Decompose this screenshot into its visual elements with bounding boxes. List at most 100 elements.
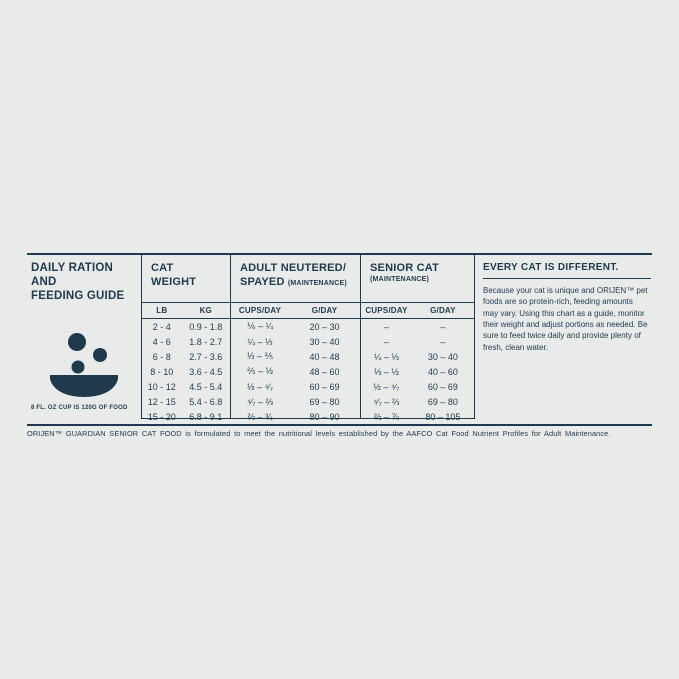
senior-maintenance-label: (MAINTENANCE) <box>370 275 429 283</box>
adult-heading-line1: ADULT NEUTERED/ <box>240 262 347 274</box>
guide-title: DAILY RATION AND FEEDING GUIDE <box>27 255 141 303</box>
cups-cell: ⅖ – ½ <box>246 366 274 376</box>
table-row: ⁴⁄₇ – ⅔ 69 – 80 <box>231 394 360 409</box>
maintenance-label: (MAINTENANCE) <box>287 279 347 287</box>
table-row: 15 - 20 6.8 - 9.1 <box>142 409 230 424</box>
senior-subheader-row: CUPS/DAY G/DAY <box>361 302 474 319</box>
cups-cell: ⅙ – ¼ <box>246 321 274 331</box>
table-row: ½ – ⁴⁄₇ 60 – 69 <box>361 379 474 394</box>
daily-ration-panel: DAILY RATION AND FEEDING GUIDE 8 FL. OZ … <box>27 255 141 419</box>
weight-rows: 2 - 4 0.9 - 1.8 4 - 6 1.8 - 2.7 6 - 8 2.7 -… <box>142 319 230 424</box>
grams-cell: 30 – 40 <box>309 336 340 347</box>
cups-cell: ½ – ⁴⁄₇ <box>373 381 400 392</box>
table-row: ⅙ – ¼ 20 – 30 <box>231 319 360 334</box>
kg-column-header: KG <box>199 306 212 315</box>
table-row: 10 - 12 4.5 - 5.4 <box>142 379 230 394</box>
cups-per-day-header: CUPS/DAY <box>365 306 408 315</box>
info-heading: EVERY CAT IS DIFFERENT. <box>483 262 619 273</box>
cups-cell: ⁴⁄₇ – ⅔ <box>373 396 400 407</box>
lb-cell: 10 - 12 <box>147 381 176 392</box>
grams-per-day-header: G/DAY <box>430 306 456 315</box>
lb-cell: 15 - 20 <box>147 411 176 422</box>
table-row: – – <box>361 319 474 334</box>
adult-heading: ADULT NEUTERED/ SPAYED (MAINTENANCE) <box>231 255 360 302</box>
table-row: ⅓ – ½ 40 – 60 <box>361 364 474 379</box>
cat-weight-heading-line1: CAT <box>151 262 174 274</box>
table-row: ⅔ – ⅞ 80 – 105 <box>361 409 474 424</box>
grams-cell: 80 – 90 <box>309 411 340 422</box>
guide-title-line1: DAILY RATION AND <box>31 262 114 288</box>
kg-cell: 5.4 - 6.8 <box>189 396 223 407</box>
weight-subheader-row: LB KG <box>142 302 230 319</box>
cups-cell: ⅓ – ⅖ <box>246 351 274 361</box>
kg-cell: 0.9 - 1.8 <box>189 321 223 332</box>
table-row: 6 - 8 2.7 - 3.6 <box>142 349 230 364</box>
table-row: ¼ – ⅓ 30 – 40 <box>361 349 474 364</box>
table-row: – – <box>361 334 474 349</box>
senior-heading-line1: SENIOR CAT <box>370 262 440 274</box>
lb-cell: 12 - 15 <box>147 396 176 407</box>
grams-cell: 69 – 80 <box>427 396 458 407</box>
table-row: ⅓ – ⅖ 40 – 48 <box>231 349 360 364</box>
cups-cell: – <box>383 321 389 332</box>
grams-cell: 60 – 69 <box>309 381 340 392</box>
senior-cat-column: SENIOR CAT (MAINTENANCE) CUPS/DAY G/DAY … <box>360 255 475 422</box>
footer-divider <box>27 424 652 426</box>
bowl-shape <box>50 375 118 398</box>
aafco-statement: ORIJEN™ GUARDIAN SENIOR CAT FOOD is form… <box>27 429 611 438</box>
lb-cell: 8 - 10 <box>150 366 174 377</box>
adult-heading-line2-main: SPAYED <box>240 275 285 288</box>
kg-cell: 4.5 - 5.4 <box>189 381 223 392</box>
table-row: ½ – ⁴⁄₇ 60 – 69 <box>231 379 360 394</box>
cat-weight-heading: CAT WEIGHT <box>142 255 230 302</box>
cups-cell: ½ – ⁴⁄₇ <box>247 381 274 392</box>
cups-per-day-header: CUPS/DAY <box>238 306 282 315</box>
info-panel: EVERY CAT IS DIFFERENT. Because your cat… <box>475 255 652 419</box>
guide-title-line2: FEEDING GUIDE <box>31 289 125 302</box>
kibble-dot-icon <box>93 348 107 363</box>
cup-measure-note: 8 FL. OZ CUP IS 120G OF FOOD <box>31 405 128 412</box>
grams-per-day-header: G/DAY <box>311 306 338 315</box>
lb-column-header: LB <box>156 306 168 315</box>
table-row: 12 - 15 5.4 - 6.8 <box>142 394 230 409</box>
grams-cell: – <box>440 336 446 347</box>
lb-cell: 4 - 6 <box>152 336 171 347</box>
cups-cell: ⅓ – ½ <box>373 366 399 377</box>
table-row: ¼ – ⅓ 30 – 40 <box>231 334 360 349</box>
senior-heading: SENIOR CAT (MAINTENANCE) <box>361 255 474 302</box>
adult-rows: ⅙ – ¼ 20 – 30 ¼ – ⅓ 30 – 40 ⅓ – ⅖ 40 – 48 ⅖… <box>231 319 360 424</box>
lb-cell: 2 - 4 <box>152 321 171 332</box>
grams-cell: – <box>440 321 446 332</box>
lb-cell: 6 - 8 <box>152 351 171 362</box>
cat-weight-column: CAT WEIGHT LB KG 2 - 4 0.9 - 1.8 4 - 6 1.8… <box>141 255 230 422</box>
cups-cell: ¼ – ⅓ <box>373 351 399 362</box>
table-row: 8 - 10 3.6 - 4.5 <box>142 364 230 379</box>
senior-rows: – – – – ¼ – ⅓ 30 – 40 ⅓ – ½ 40 – 60 ½ – ⁴⁄₇ 6… <box>361 319 474 424</box>
info-body: Because your cat is unique and ORIJEN™ p… <box>483 286 648 352</box>
kg-cell: 2.7 - 3.6 <box>189 351 223 362</box>
kg-cell: 6.8 - 9.1 <box>189 411 223 422</box>
table-row: 4 - 6 1.8 - 2.7 <box>142 334 230 349</box>
grams-cell: 40 – 60 <box>427 366 458 377</box>
grams-cell: 40 – 48 <box>309 351 340 362</box>
kibble-dot-icon <box>68 333 86 352</box>
cat-weight-heading-line2: WEIGHT <box>151 275 197 288</box>
grams-cell: 60 – 69 <box>427 381 458 392</box>
adult-heading-line2: SPAYED (MAINTENANCE) <box>240 276 360 290</box>
cups-cell: ⅔ – ⅞ <box>373 411 399 422</box>
table-row: ⅔ – ¾ 80 – 90 <box>231 409 360 424</box>
table-row: ⁴⁄₇ – ⅔ 69 – 80 <box>361 394 474 409</box>
table-row: 2 - 4 0.9 - 1.8 <box>142 319 230 334</box>
cups-cell: – <box>383 336 389 347</box>
grams-cell: 69 – 80 <box>309 396 340 407</box>
kg-cell: 1.8 - 2.7 <box>189 336 223 347</box>
adult-neutered-column: ADULT NEUTERED/ SPAYED (MAINTENANCE) CUP… <box>230 255 360 422</box>
table-row: ⅖ – ½ 48 – 60 <box>231 364 360 379</box>
adult-subheader-row: CUPS/DAY G/DAY <box>231 302 360 319</box>
kibble-dot-icon <box>71 360 85 374</box>
cups-cell: ⁴⁄₇ – ⅔ <box>247 396 274 407</box>
feeding-guide-band: DAILY RATION AND FEEDING GUIDE 8 FL. OZ … <box>27 253 652 422</box>
grams-cell: 48 – 60 <box>309 366 340 377</box>
grams-cell: 20 – 30 <box>309 321 340 332</box>
